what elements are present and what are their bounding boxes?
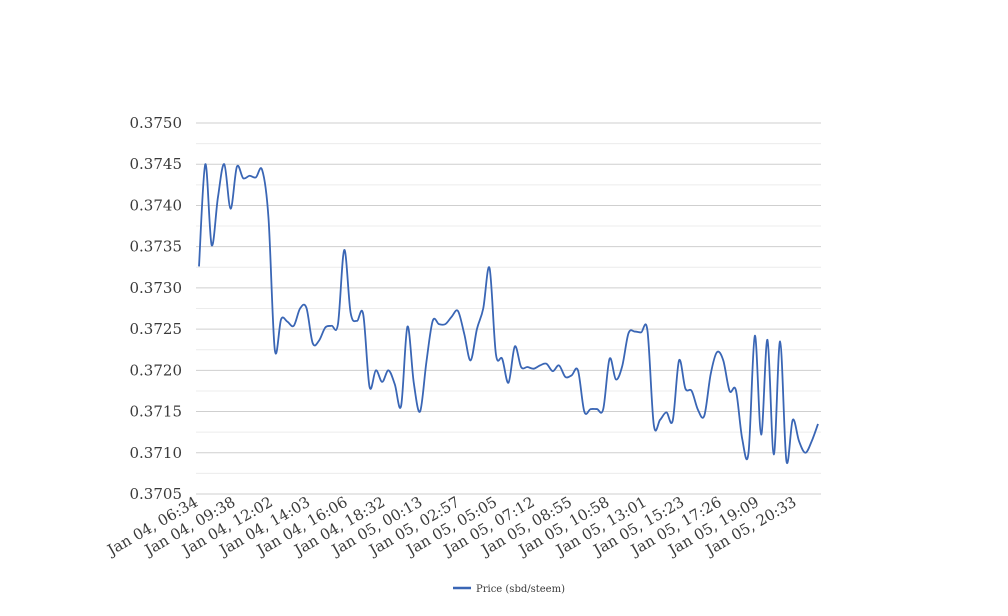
y-tick-label: 0.3725 [130,320,183,338]
y-tick-label: 0.3705 [130,485,183,503]
series-line-price [198,163,819,465]
legend-label-price: Price (sbd/steem) [476,584,565,595]
y-tick-label: 0.3710 [130,444,183,462]
y-tick-label: 0.3750 [130,114,183,132]
y-tick-label: 0.3720 [130,361,183,379]
gridlines [196,122,821,495]
legend: Price (sbd/steem) [453,584,565,595]
y-tick-label: 0.3745 [130,155,183,173]
y-axis-tick-labels: 0.3750 0.3745 0.3740 0.3735 0.3730 0.3725 0.37… [130,114,183,503]
y-tick-label: 0.3740 [130,196,183,214]
y-tick-label: 0.3730 [130,279,183,297]
y-tick-label: 0.3715 [130,403,183,421]
y-tick-label: 0.3735 [130,238,183,256]
series-layer [198,163,819,465]
